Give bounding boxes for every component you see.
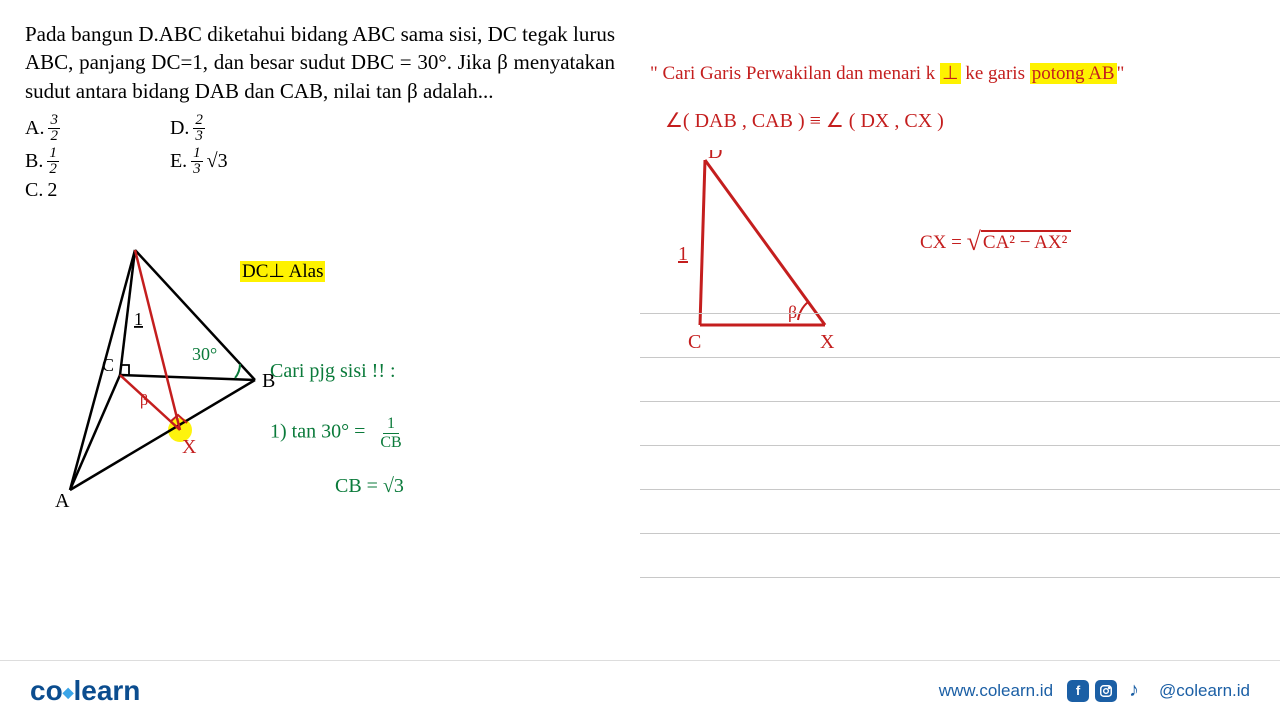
vertex-a-label: A xyxy=(55,490,70,512)
answer-d: D. 23 xyxy=(170,113,228,144)
instagram-icon[interactable] xyxy=(1095,680,1117,702)
footer-handle[interactable]: @colearn.id xyxy=(1159,681,1250,701)
svg-text:D: D xyxy=(708,150,722,163)
footer-url[interactable]: www.colearn.id xyxy=(939,681,1053,701)
answer-e: E. 13√3 xyxy=(170,146,228,177)
svg-text:30°: 30° xyxy=(192,344,217,364)
question-text: Pada bangun D.ABC diketahui bidang ABC s… xyxy=(25,20,615,105)
note-cb: CB = √3 xyxy=(335,475,404,498)
vertex-d-label: D xyxy=(130,245,144,248)
note-angle-equiv: ∠( DAB , CAB ) ≡ ∠ ( DX , CX ) xyxy=(665,108,944,133)
tiktok-icon[interactable]: ♪ xyxy=(1123,680,1145,702)
svg-text:1: 1 xyxy=(134,309,143,329)
logo: co◆learn xyxy=(30,675,140,707)
footer: co◆learn www.colearn.id f ♪ @colearn.id xyxy=(0,660,1280,720)
ruled-lines xyxy=(640,270,1280,578)
note-tan30: 1) tan 30° = 1 CB xyxy=(270,415,406,451)
svg-text:β: β xyxy=(140,392,148,409)
vertex-x-label: X xyxy=(182,436,197,458)
note-dc-alas: DC⊥ Alas xyxy=(240,260,325,283)
vertex-c-label: C xyxy=(102,355,114,375)
tetrahedron-diagram: D C B A X 1 30° β xyxy=(30,245,310,525)
formula-cx: CX = √CA² − AX² xyxy=(920,225,1071,255)
svg-text:1: 1 xyxy=(678,243,688,265)
answer-choices: A. 32 B. 12 C. 2 D. 23 E. 13√3 xyxy=(25,113,615,202)
answer-a: A. 32 xyxy=(25,113,60,144)
facebook-icon[interactable]: f xyxy=(1067,680,1089,702)
note-cari-garis: " Cari Garis Perwakilan dan menari k ⊥ k… xyxy=(650,62,1124,85)
answer-c: C. 2 xyxy=(25,179,60,202)
answer-b: B. 12 xyxy=(25,146,60,177)
note-cari-sisi: Cari pjg sisi !! : xyxy=(270,360,396,383)
social-icons: f ♪ xyxy=(1067,680,1145,702)
